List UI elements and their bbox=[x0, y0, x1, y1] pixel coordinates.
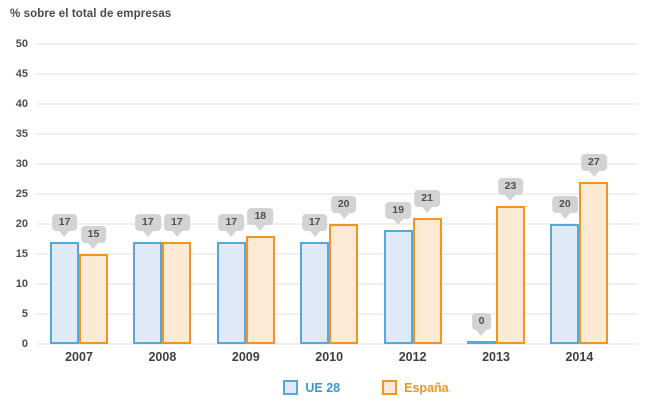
bar-espa-a-2010[interactable] bbox=[329, 224, 359, 344]
y-axis-tick-label: 25 bbox=[15, 188, 28, 200]
legend-item-ue-28[interactable]: UE 28 bbox=[283, 380, 340, 395]
data-label-callout: 20 bbox=[552, 196, 578, 219]
data-label-callout: 17 bbox=[135, 214, 161, 237]
legend-swatch-ue-28 bbox=[283, 380, 299, 395]
gridline bbox=[36, 43, 638, 45]
y-axis-tick-label: 15 bbox=[15, 248, 28, 260]
chart-title: % sobre el total de empresas bbox=[10, 8, 172, 20]
data-label-callout: 20 bbox=[330, 196, 357, 219]
x-axis-label: 2008 bbox=[148, 350, 177, 364]
y-axis-tick-label: 0 bbox=[21, 338, 28, 350]
bar-espa-a-2007[interactable] bbox=[79, 254, 108, 344]
data-label-callout: 17 bbox=[218, 214, 245, 237]
x-axis-label: 2009 bbox=[231, 350, 260, 364]
x-axis-label: 2012 bbox=[398, 350, 427, 364]
x-axis-label: 2007 bbox=[65, 350, 93, 364]
y-axis-tick-label: 35 bbox=[15, 128, 28, 140]
legend: UE 28 España bbox=[0, 380, 650, 395]
bar-espa-a-2008[interactable] bbox=[162, 242, 192, 344]
y-axis-tick-label: 50 bbox=[15, 38, 28, 50]
gridline bbox=[36, 73, 638, 75]
data-label-callout: 17 bbox=[51, 214, 78, 237]
bar-ue-28-2007[interactable] bbox=[50, 242, 79, 344]
bar-ue-28-2012[interactable] bbox=[383, 230, 413, 344]
data-label-callout: 15 bbox=[80, 226, 107, 249]
bar-ue-28-2009[interactable] bbox=[216, 242, 246, 344]
bar-ue-28-2013[interactable] bbox=[467, 341, 496, 344]
data-label-callout: 23 bbox=[497, 178, 524, 201]
y-axis-tick-label: 30 bbox=[15, 158, 28, 170]
data-label-callout: 17 bbox=[301, 214, 328, 237]
gridline bbox=[36, 103, 638, 105]
y-axis-tick-label: 5 bbox=[21, 308, 28, 320]
legend-swatch-espa-a bbox=[382, 380, 398, 395]
y-axis-tick-label: 10 bbox=[15, 278, 28, 290]
x-axis-label: 2013 bbox=[482, 350, 510, 364]
legend-label: UE 28 bbox=[305, 380, 341, 395]
legend-label: España bbox=[404, 380, 449, 395]
gridline bbox=[36, 133, 638, 135]
gridline bbox=[36, 343, 638, 345]
data-label-callout: 27 bbox=[581, 154, 607, 177]
y-axis-tick-label: 40 bbox=[15, 98, 28, 110]
bar-espa-a-2014[interactable] bbox=[579, 182, 609, 344]
bar-espa-a-2009[interactable] bbox=[245, 236, 275, 344]
x-axis-label: 2014 bbox=[565, 350, 594, 364]
bar-ue-28-2008[interactable] bbox=[133, 242, 163, 344]
data-label-callout: 17 bbox=[164, 214, 190, 237]
y-axis-tick-label: 20 bbox=[15, 218, 28, 230]
data-label-callout: 18 bbox=[247, 208, 274, 231]
data-label-callout: 21 bbox=[414, 190, 440, 213]
legend-item-espa-a[interactable]: España bbox=[382, 380, 449, 395]
data-label-callout: 19 bbox=[385, 202, 411, 225]
y-axis-tick-label: 45 bbox=[15, 68, 28, 80]
bar-ue-28-2014[interactable] bbox=[550, 224, 580, 344]
data-label-callout: 0 bbox=[471, 313, 492, 336]
x-axis-label: 2010 bbox=[315, 350, 344, 364]
gridline bbox=[36, 163, 638, 165]
bar-espa-a-2012[interactable] bbox=[412, 218, 442, 344]
bar-espa-a-2013[interactable] bbox=[496, 206, 525, 344]
bar-ue-28-2010[interactable] bbox=[300, 242, 330, 344]
gridline bbox=[36, 193, 638, 195]
